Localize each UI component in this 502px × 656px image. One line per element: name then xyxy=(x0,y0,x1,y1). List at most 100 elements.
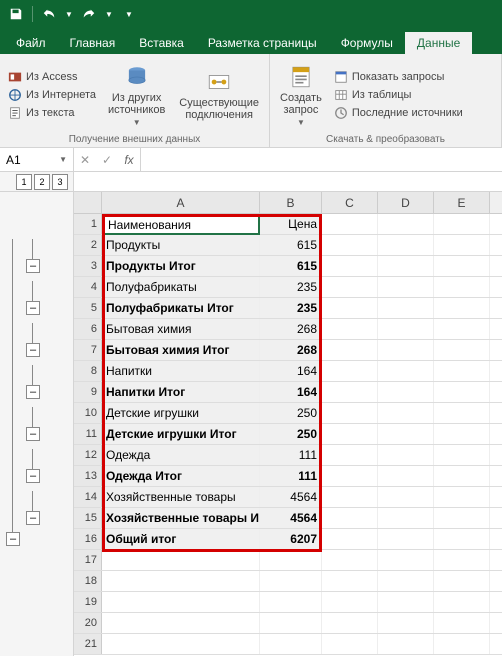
from-text-button[interactable]: Из текста xyxy=(6,105,98,121)
outline-collapse[interactable]: – xyxy=(26,301,40,315)
col-header-D[interactable]: D xyxy=(378,192,434,213)
cell[interactable]: Одежда Итог xyxy=(102,466,260,486)
cell[interactable] xyxy=(102,550,260,570)
cell[interactable] xyxy=(434,256,490,276)
existing-connections-button[interactable]: Существующие подключения xyxy=(175,58,263,132)
cell[interactable] xyxy=(378,382,434,402)
row-header[interactable]: 17 xyxy=(74,550,102,570)
cell[interactable] xyxy=(434,466,490,486)
cell[interactable] xyxy=(434,235,490,255)
tab-insert[interactable]: Вставка xyxy=(127,32,196,54)
from-access-button[interactable]: Из Access xyxy=(6,69,98,85)
cell[interactable]: Полуфабрикаты Итог xyxy=(102,298,260,318)
cell[interactable]: Продукты xyxy=(102,235,260,255)
row-header[interactable]: 2 xyxy=(74,235,102,255)
other-sources-button[interactable]: Из других источников ▼ xyxy=(104,58,169,132)
cell[interactable]: Хозяйственные товары xyxy=(102,487,260,507)
row-header[interactable]: 14 xyxy=(74,487,102,507)
col-header-B[interactable]: B xyxy=(260,192,322,213)
cell[interactable]: Детские игрушки Итог xyxy=(102,424,260,444)
cell[interactable] xyxy=(322,361,378,381)
cell[interactable]: 615 xyxy=(260,235,322,255)
cell[interactable]: 164 xyxy=(260,382,322,402)
cell[interactable] xyxy=(378,508,434,528)
outline-level-1[interactable]: 1 xyxy=(16,174,32,190)
row-header[interactable]: 13 xyxy=(74,466,102,486)
cell[interactable] xyxy=(322,529,378,549)
col-header-E[interactable]: E xyxy=(434,192,490,213)
cell[interactable]: Бытовая химия xyxy=(102,319,260,339)
cell[interactable] xyxy=(260,550,322,570)
cell[interactable] xyxy=(322,550,378,570)
cell[interactable] xyxy=(260,634,322,654)
outline-level-3[interactable]: 3 xyxy=(52,174,68,190)
cell[interactable] xyxy=(322,403,378,423)
cell[interactable] xyxy=(434,634,490,654)
recent-sources-button[interactable]: Последние источники xyxy=(332,105,465,121)
cell[interactable] xyxy=(434,550,490,570)
cell[interactable] xyxy=(322,277,378,297)
name-box[interactable]: A1 ▼ xyxy=(0,148,74,171)
cell[interactable] xyxy=(434,214,490,234)
cell[interactable]: Цена xyxy=(260,214,322,234)
row-header[interactable]: 12 xyxy=(74,445,102,465)
cell[interactable] xyxy=(378,340,434,360)
cell[interactable] xyxy=(322,592,378,612)
cell[interactable] xyxy=(434,529,490,549)
row-header[interactable]: 3 xyxy=(74,256,102,276)
tab-file[interactable]: Файл xyxy=(4,32,58,54)
cell[interactable] xyxy=(378,319,434,339)
outline-collapse[interactable]: – xyxy=(26,427,40,441)
show-queries-button[interactable]: Показать запросы xyxy=(332,69,465,85)
cell[interactable]: 4564 xyxy=(260,508,322,528)
redo-button[interactable] xyxy=(77,3,101,25)
row-header[interactable]: 4 xyxy=(74,277,102,297)
cell[interactable] xyxy=(378,445,434,465)
col-header-A[interactable]: A xyxy=(102,192,260,213)
row-header[interactable]: 16 xyxy=(74,529,102,549)
cell[interactable]: 615 xyxy=(260,256,322,276)
tab-data[interactable]: Данные xyxy=(405,32,472,54)
tab-pagelayout[interactable]: Разметка страницы xyxy=(196,32,329,54)
cell[interactable] xyxy=(322,445,378,465)
cell[interactable] xyxy=(434,277,490,297)
cell[interactable] xyxy=(322,466,378,486)
cell[interactable] xyxy=(434,382,490,402)
cell[interactable] xyxy=(322,340,378,360)
cell[interactable] xyxy=(434,508,490,528)
cell[interactable] xyxy=(434,487,490,507)
cell[interactable]: 250 xyxy=(260,403,322,423)
cell[interactable] xyxy=(378,235,434,255)
cell[interactable] xyxy=(434,424,490,444)
cell[interactable] xyxy=(260,571,322,591)
save-button[interactable] xyxy=(4,3,28,25)
select-all-corner[interactable] xyxy=(74,192,102,213)
cell[interactable]: 235 xyxy=(260,298,322,318)
cell[interactable] xyxy=(378,592,434,612)
cell[interactable]: Наименования xyxy=(102,214,260,235)
cell[interactable]: Продукты Итог xyxy=(102,256,260,276)
cell[interactable] xyxy=(322,319,378,339)
cell[interactable] xyxy=(322,634,378,654)
redo-dropdown[interactable]: ▼ xyxy=(103,3,115,25)
cell[interactable] xyxy=(434,298,490,318)
cell[interactable]: 164 xyxy=(260,361,322,381)
cancel-button[interactable]: ✕ xyxy=(74,148,96,171)
cell[interactable] xyxy=(322,382,378,402)
qat-customize[interactable]: ▼ xyxy=(117,3,141,25)
fx-button[interactable]: fx xyxy=(118,148,140,171)
cell[interactable]: 250 xyxy=(260,424,322,444)
cell[interactable] xyxy=(378,361,434,381)
row-header[interactable]: 7 xyxy=(74,340,102,360)
outline-collapse[interactable]: – xyxy=(26,469,40,483)
row-header[interactable]: 1 xyxy=(74,214,102,234)
cell[interactable]: Напитки xyxy=(102,361,260,381)
cell[interactable] xyxy=(322,214,378,234)
cell[interactable] xyxy=(434,340,490,360)
row-header[interactable]: 9 xyxy=(74,382,102,402)
cell[interactable]: Одежда xyxy=(102,445,260,465)
cell[interactable] xyxy=(434,319,490,339)
cell[interactable]: Хозяйственные товары Итог xyxy=(102,508,260,528)
cell[interactable]: Напитки Итог xyxy=(102,382,260,402)
cell[interactable] xyxy=(434,403,490,423)
